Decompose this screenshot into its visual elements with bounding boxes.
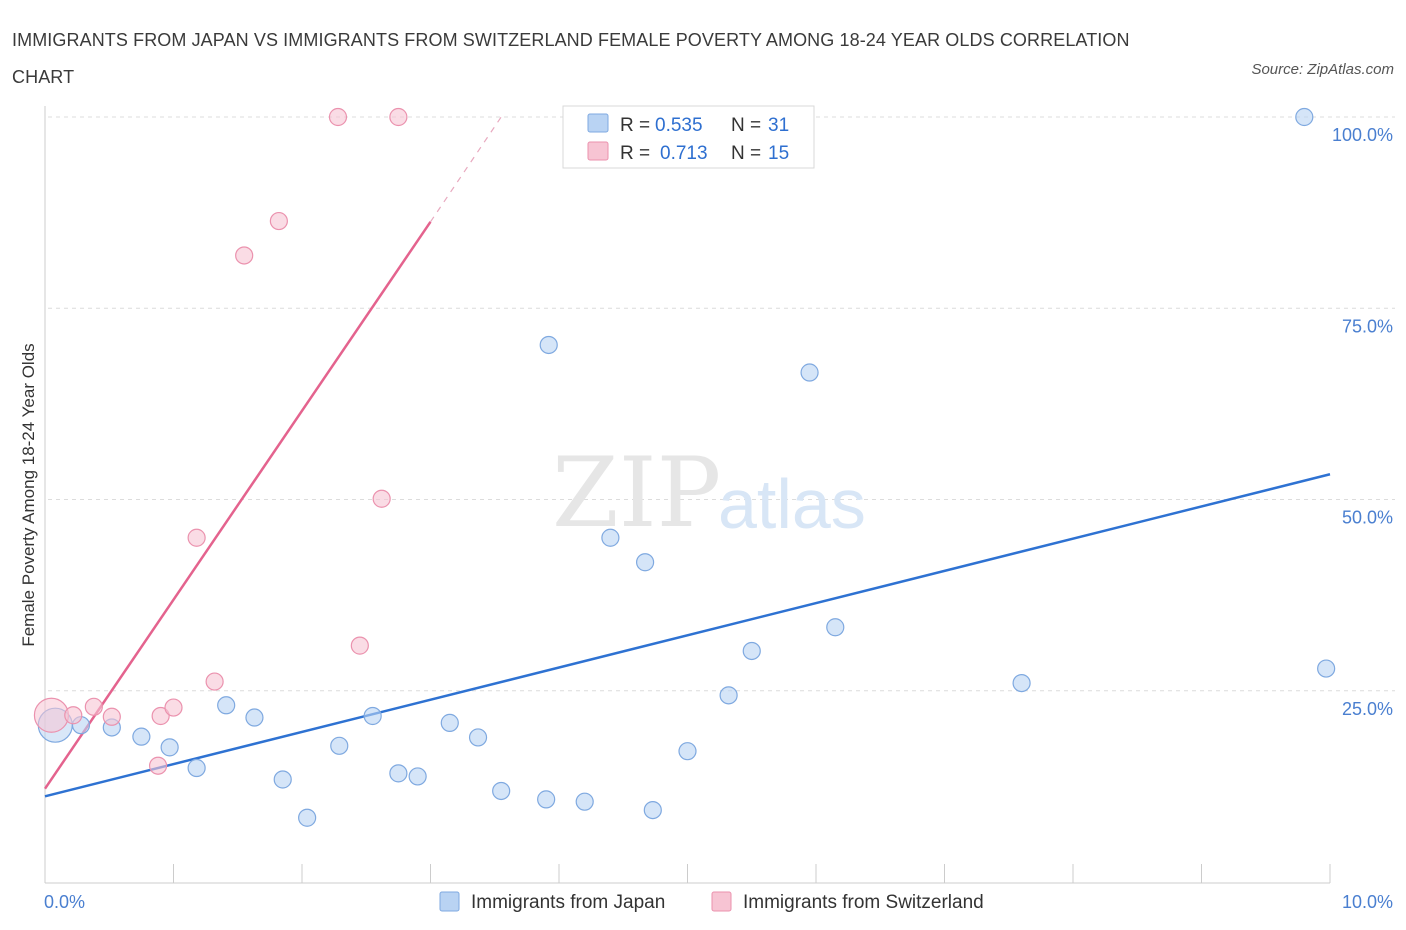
point-switzerland (269, 211, 288, 231)
x-tick-label-min: 0.0% (44, 892, 85, 912)
stats-n-value-japan: 31 (768, 115, 789, 136)
point-switzerland (151, 706, 170, 726)
point-japan (643, 800, 662, 820)
point-japan (187, 758, 206, 778)
point-japan (245, 708, 264, 727)
point-japan (575, 792, 594, 811)
point-japan (160, 738, 179, 757)
point-japan (742, 641, 761, 661)
point-japan (408, 767, 427, 786)
trendline-japan (44, 473, 1331, 798)
y-tick-label-25: 25.0% (1342, 699, 1393, 719)
y-tick-label-75: 75.0% (1342, 316, 1393, 336)
point-switzerland (164, 698, 183, 717)
legend-label-switzerland: Immigrants from Switzerland (743, 892, 984, 913)
legend-swatch-switzerland (711, 891, 732, 912)
point-japan (678, 742, 697, 761)
stats-r-value-japan: 0.535 (655, 115, 703, 136)
point-switzerland (350, 636, 369, 655)
data-points (33, 107, 1336, 827)
legend-label-japan: Immigrants from Japan (471, 892, 665, 913)
y-tick-label-50: 50.0% (1342, 508, 1393, 528)
y-tick-labels: 25.0% 50.0% 75.0% 100.0% (1332, 125, 1393, 719)
point-japan (800, 363, 819, 382)
point-japan (539, 335, 558, 355)
point-japan (1317, 659, 1336, 678)
watermark-atlas: atlas (718, 465, 866, 543)
stats-r-label-switzerland: R = (620, 143, 650, 164)
point-switzerland (102, 707, 121, 726)
legend-swatch-japan (439, 891, 460, 912)
x-tick-labels: 0.0% 10.0% (44, 892, 1393, 912)
point-switzerland (205, 672, 224, 691)
point-switzerland (64, 706, 83, 725)
stats-n-value-switzerland: 15 (768, 143, 789, 164)
point-switzerland (148, 756, 168, 775)
trendlines (43, 116, 1331, 798)
point-switzerland (328, 107, 348, 127)
point-japan (330, 736, 349, 755)
point-japan (363, 706, 382, 726)
gridlines (48, 116, 1395, 692)
point-japan (273, 770, 292, 789)
trendline-switzerland-extension (430, 116, 502, 223)
y-tick-label-100: 100.0% (1332, 125, 1393, 145)
point-switzerland (84, 697, 103, 716)
stats-r-label-japan: R = (620, 115, 650, 136)
stats-n-label-switzerland: N = (731, 143, 761, 164)
point-japan (298, 808, 317, 827)
point-switzerland (372, 489, 391, 508)
watermark-zip: ZIP (552, 437, 721, 549)
trendline-switzerland (43, 221, 432, 790)
point-switzerland (235, 246, 254, 265)
source-label: Source: ZipAtlas.com (1251, 61, 1394, 78)
point-japan (389, 764, 408, 783)
point-japan (719, 686, 738, 705)
point-switzerland (389, 107, 408, 127)
point-japan (132, 727, 151, 746)
chart-title: IMMIGRANTS FROM JAPAN VS IMMIGRANTS FROM… (12, 30, 1130, 87)
point-japan (468, 728, 488, 747)
point-japan (492, 781, 511, 801)
point-japan (440, 713, 459, 732)
point-japan (1295, 107, 1314, 127)
stats-swatch-switzerland (587, 141, 609, 161)
point-switzerland (33, 697, 70, 733)
stats-box: R = 0.535 N = 31 R = 0.713 N = 15 (562, 105, 815, 169)
point-japan (537, 790, 556, 809)
y-axis-label: Female Poverty Among 18-24 Year Olds (19, 343, 38, 646)
stats-n-label-japan: N = (731, 115, 761, 136)
point-japan (1012, 673, 1031, 693)
point-japan (601, 528, 620, 547)
legend: Immigrants from Japan Immigrants from Sw… (439, 891, 984, 913)
axes (44, 106, 1331, 884)
point-switzerland (187, 528, 206, 547)
x-tick-label-max: 10.0% (1342, 892, 1393, 912)
point-japan (635, 553, 655, 572)
stats-swatch-japan (587, 113, 609, 133)
point-japan (826, 618, 845, 637)
stats-r-value-switzerland: 0.713 (660, 143, 708, 164)
point-japan (217, 696, 236, 715)
